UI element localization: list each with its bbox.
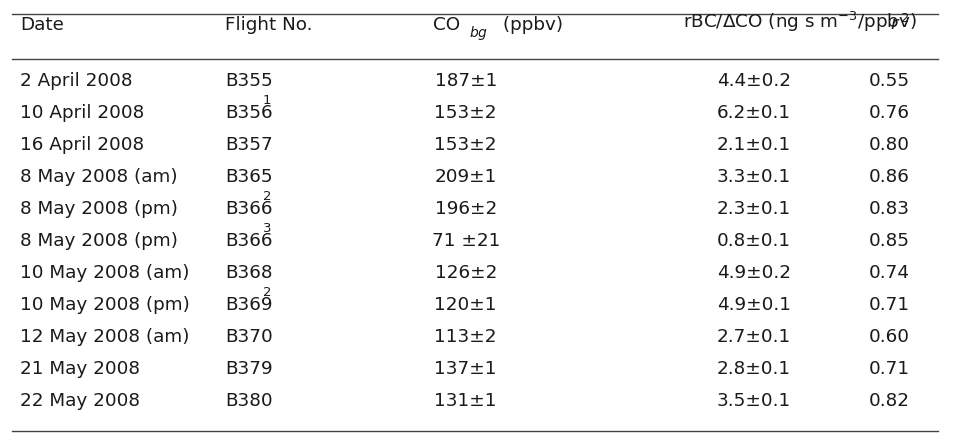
Text: 0.80: 0.80 [869,136,910,154]
Text: B355: B355 [225,72,272,90]
Text: 1: 1 [263,95,271,107]
Text: 6.2±0.1: 6.2±0.1 [717,104,791,122]
Text: B370: B370 [225,328,272,346]
Text: 153±2: 153±2 [435,136,497,154]
Text: 8 May 2008 (pm): 8 May 2008 (pm) [19,232,178,250]
Text: rBC/$\Delta$CO (ng s m$^{-3}$/ppbv): rBC/$\Delta$CO (ng s m$^{-3}$/ppbv) [683,9,917,33]
Text: $bg$: $bg$ [469,24,487,42]
Text: B365: B365 [225,168,272,186]
Text: 0.55: 0.55 [869,72,910,90]
Text: 2.1±0.1: 2.1±0.1 [717,136,791,154]
Text: 4.9±0.1: 4.9±0.1 [717,296,791,314]
Text: 0.76: 0.76 [869,104,910,122]
Text: 187±1: 187±1 [435,72,497,90]
Text: Date: Date [19,15,63,33]
Text: 0.85: 0.85 [869,232,910,250]
Text: 131±1: 131±1 [435,392,497,410]
Text: 2.3±0.1: 2.3±0.1 [717,200,791,218]
Text: B379: B379 [225,360,272,378]
Text: CO: CO [433,15,460,33]
Text: 3: 3 [263,222,271,235]
Text: 120±1: 120±1 [435,296,497,314]
Text: 10 April 2008: 10 April 2008 [19,104,144,122]
Text: B380: B380 [225,392,272,410]
Text: 22 May 2008: 22 May 2008 [19,392,140,410]
Text: 8 May 2008 (am): 8 May 2008 (am) [19,168,177,186]
Text: 71 ±21: 71 ±21 [431,232,500,250]
Text: 2 April 2008: 2 April 2008 [19,72,132,90]
Text: 2.8±0.1: 2.8±0.1 [717,360,791,378]
Text: 10 May 2008 (pm): 10 May 2008 (pm) [19,296,190,314]
Text: 2.7±0.1: 2.7±0.1 [717,328,791,346]
Text: 0.8±0.1: 0.8±0.1 [717,232,791,250]
Text: 0.74: 0.74 [869,264,910,282]
Text: B357: B357 [225,136,272,154]
Text: 16 April 2008: 16 April 2008 [19,136,144,154]
Text: 0.86: 0.86 [869,168,910,186]
Text: 4.9±0.2: 4.9±0.2 [717,264,791,282]
Text: B368: B368 [225,264,272,282]
Text: 0.60: 0.60 [869,328,910,346]
Text: 2: 2 [263,286,271,299]
Text: 113±2: 113±2 [435,328,497,346]
Text: B369: B369 [225,296,272,314]
Text: 137±1: 137±1 [435,360,497,378]
Text: (ppbv): (ppbv) [497,15,563,33]
Text: 10 May 2008 (am): 10 May 2008 (am) [19,264,190,282]
Text: 0.83: 0.83 [869,200,910,218]
Text: $r\,^{2}$: $r\,^{2}$ [890,14,910,33]
Text: 21 May 2008: 21 May 2008 [19,360,140,378]
Text: 3.5±0.1: 3.5±0.1 [717,392,791,410]
Text: B356: B356 [225,104,272,122]
Text: Flight No.: Flight No. [225,15,312,33]
Text: 126±2: 126±2 [435,264,497,282]
Text: 0.71: 0.71 [869,296,910,314]
Text: 209±1: 209±1 [435,168,497,186]
Text: 12 May 2008 (am): 12 May 2008 (am) [19,328,190,346]
Text: B366: B366 [225,200,272,218]
Text: 196±2: 196±2 [435,200,497,218]
Text: 8 May 2008 (pm): 8 May 2008 (pm) [19,200,178,218]
Text: 0.82: 0.82 [869,392,910,410]
Text: 0.71: 0.71 [869,360,910,378]
Text: B366: B366 [225,232,272,250]
Text: 153±2: 153±2 [435,104,497,122]
Text: 4.4±0.2: 4.4±0.2 [717,72,791,90]
Text: 3.3±0.1: 3.3±0.1 [717,168,791,186]
Text: 2: 2 [263,190,271,203]
